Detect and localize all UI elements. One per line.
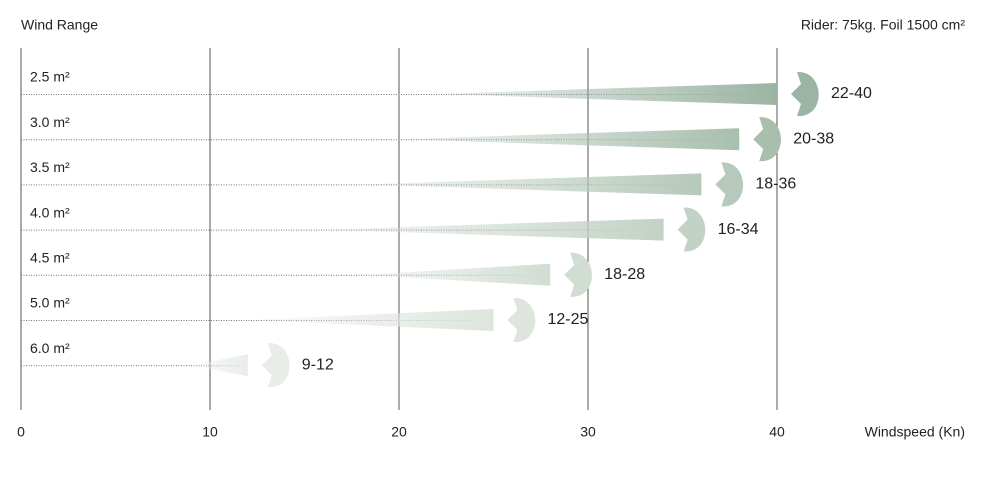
chart-title: Wind Range [21,17,98,33]
category-label: 2.5 m² [30,69,70,85]
category-label: 4.0 m² [30,204,70,220]
range-label: 18-28 [604,266,645,283]
range-marker [564,252,592,297]
range-wedge [323,218,664,241]
range-wedge [436,83,777,105]
range-label: 16-34 [718,221,759,238]
range-wedge [247,309,494,331]
range-wedge [361,173,702,196]
category-label: 5.0 m² [30,295,70,311]
chart-subtitle: Rider: 75kg. Foil 1500 cm² [801,17,966,33]
range-wedge [191,354,248,377]
category-label: 3.0 m² [30,114,70,130]
category-label: 4.5 m² [30,250,70,266]
x-tick-label: 40 [769,424,785,440]
range-label: 20-38 [793,130,834,147]
range-label: 22-40 [831,85,872,102]
range-wedge [399,128,740,151]
x-tick-label: 30 [580,424,596,440]
range-marker [677,207,706,252]
category-label: 3.5 m² [30,159,70,175]
range-label: 12-25 [548,311,589,328]
x-tick-label: 10 [202,424,218,440]
range-marker [753,117,781,162]
range-wedge [361,263,551,286]
range-label: 18-36 [755,176,796,193]
range-marker [715,162,744,207]
range-marker [261,343,290,388]
category-label: 6.0 m² [30,340,70,356]
x-axis-label: Windspeed (Kn) [865,424,965,440]
x-tick-label: 0 [17,424,25,440]
range-label: 9-12 [302,356,334,373]
range-marker [507,297,536,343]
range-marker [791,71,819,117]
x-tick-label: 20 [391,424,407,440]
